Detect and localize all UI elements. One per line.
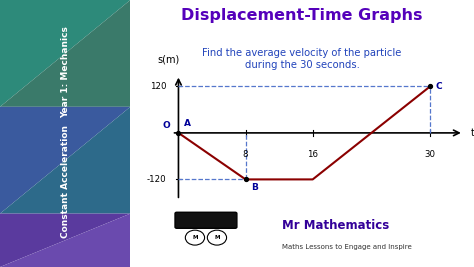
Text: 30: 30 [425, 150, 436, 159]
Circle shape [207, 230, 227, 245]
Text: Find the average velocity of the particle
during the 30 seconds.: Find the average velocity of the particl… [202, 48, 402, 70]
Text: B: B [251, 183, 257, 193]
Polygon shape [0, 0, 130, 107]
Circle shape [185, 230, 205, 245]
Polygon shape [0, 107, 130, 214]
Polygon shape [0, 214, 130, 267]
Text: s(m): s(m) [157, 54, 179, 64]
Text: Displacement-Time Graphs: Displacement-Time Graphs [182, 8, 423, 23]
Text: A: A [183, 119, 191, 128]
Text: 8: 8 [243, 150, 248, 159]
Text: M: M [192, 235, 198, 240]
Text: Year 1: Mechanics: Year 1: Mechanics [61, 26, 70, 118]
Text: 16: 16 [307, 150, 318, 159]
Text: O: O [162, 121, 170, 130]
Text: M: M [214, 235, 220, 240]
Text: Maths Lessons to Engage and Inspire: Maths Lessons to Engage and Inspire [282, 244, 411, 250]
Text: Mr Mathematics: Mr Mathematics [282, 219, 389, 232]
Text: -120: -120 [147, 175, 166, 184]
Text: 120: 120 [150, 82, 166, 91]
Polygon shape [0, 0, 130, 107]
Polygon shape [0, 214, 130, 267]
FancyBboxPatch shape [175, 212, 237, 228]
Text: C: C [435, 82, 442, 91]
Text: Constant Acceleration: Constant Acceleration [61, 125, 70, 238]
Polygon shape [0, 107, 130, 214]
Text: t (s): t (s) [471, 128, 474, 138]
